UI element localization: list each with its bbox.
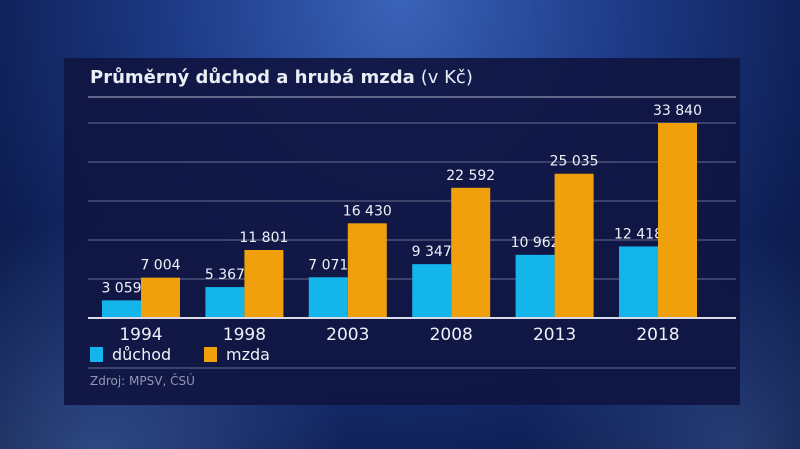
x-tick-label: 2003 <box>326 325 369 345</box>
title-text: Průměrný důchod a hrubá mzda <box>90 67 415 88</box>
bar-mzda <box>244 249 284 318</box>
data-label: 25 035 <box>550 154 599 170</box>
data-label: 11 801 <box>239 230 288 246</box>
bar-duchod <box>412 264 452 318</box>
x-tick-label: 1998 <box>223 325 266 345</box>
bar-duchod <box>515 254 555 318</box>
data-label: 33 840 <box>653 103 702 119</box>
bar-duchod <box>619 246 658 318</box>
bar-chart: 3 059 7 004 1994 5 367 11 801 1998 7 071 16 430… <box>88 96 736 369</box>
data-label: 16 430 <box>343 203 392 219</box>
data-label: 5 367 <box>205 267 245 283</box>
x-tick-label: 2008 <box>430 325 473 345</box>
chart-panel: Průměrný důchod a hrubá mzda (v Kč) 3 059… <box>64 58 740 405</box>
x-tick-label: 2018 <box>636 325 679 345</box>
x-tick-label: 2013 <box>533 325 576 345</box>
legend-swatch-duchod <box>90 347 103 362</box>
bar-duchod <box>308 277 348 318</box>
data-label: 12 418 <box>614 226 663 242</box>
bar-mzda <box>554 173 594 318</box>
data-label: 7 071 <box>308 257 348 273</box>
bar-duchod <box>102 300 141 318</box>
bar-mzda <box>347 223 387 318</box>
bar-mzda <box>451 187 491 318</box>
data-label: 22 592 <box>446 168 495 184</box>
legend-swatch-mzda <box>204 347 217 362</box>
data-label: 9 347 <box>412 244 452 260</box>
legend-label: důchod <box>112 345 171 364</box>
data-label: 10 962 <box>511 235 560 251</box>
x-tick-label: 1994 <box>119 325 162 345</box>
bar-duchod <box>205 287 245 318</box>
source-note: Zdroj: MPSV, ČSÚ <box>90 374 195 388</box>
legend-label: mzda <box>226 345 270 364</box>
chart-title: Průměrný důchod a hrubá mzda (v Kč) <box>90 67 473 88</box>
title-unit: (v Kč) <box>420 67 473 88</box>
bar-mzda <box>658 123 697 318</box>
data-label: 3 059 <box>101 280 141 296</box>
data-label: 7 004 <box>140 258 180 274</box>
bar-mzda <box>141 277 180 318</box>
